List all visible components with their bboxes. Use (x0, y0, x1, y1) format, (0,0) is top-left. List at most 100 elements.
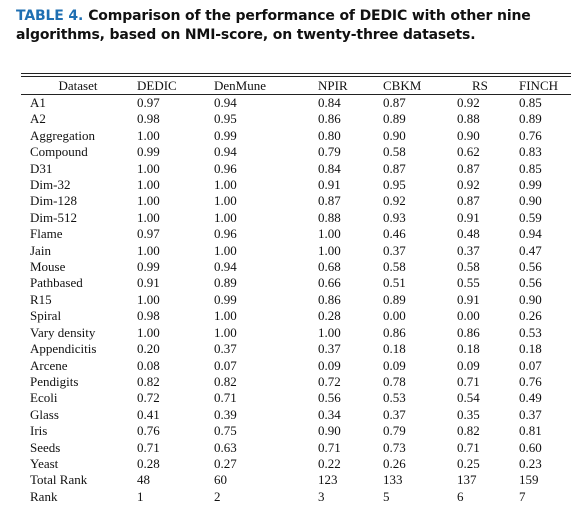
score-cell-denmune: 0.95 (214, 111, 237, 127)
score-cell-rs: 0.58 (457, 259, 480, 275)
table-header-row: Dataset DEDIC DenMune NPIR CBKM RS FINCH (21, 77, 571, 95)
score-cell-finch: 0.94 (519, 226, 542, 242)
score-cell-finch: 0.85 (519, 160, 542, 176)
score-cell-rs: 0.00 (457, 308, 480, 324)
score-cell-finch: 0.56 (519, 275, 542, 291)
score-cell-rs: 0.88 (457, 111, 480, 127)
table-caption-text: Comparison of the performance of DEDIC w… (16, 8, 531, 43)
score-cell-finch: 0.60 (519, 439, 542, 455)
table-row: Compound 0.99 0.94 0.79 0.58 0.62 0.83 (21, 144, 571, 160)
dataset-name-cell: Arcene (30, 357, 68, 373)
score-cell-dedic: 0.71 (137, 439, 160, 455)
score-cell-finch: 0.83 (519, 144, 542, 160)
score-cell-rs: 137 (457, 472, 477, 488)
score-cell-npir: 0.71 (318, 439, 341, 455)
score-cell-rs: 0.37 (457, 242, 480, 258)
table-row: Total Rank 48 60 123 133 137 159 (21, 472, 571, 488)
score-cell-cbkm: 0.00 (383, 308, 406, 324)
dataset-name-cell: Pathbased (30, 275, 83, 291)
dataset-name-cell: Iris (30, 423, 48, 439)
table-header: Dataset DEDIC DenMune NPIR CBKM RS FINCH (21, 77, 571, 95)
table-row: Pathbased 0.91 0.89 0.66 0.51 0.55 0.56 (21, 275, 571, 291)
score-cell-finch: 0.47 (519, 242, 542, 258)
score-cell-npir: 0.28 (318, 308, 341, 324)
dataset-name-cell: Compound (30, 144, 88, 160)
score-cell-cbkm: 0.58 (383, 144, 406, 160)
score-cell-cbkm: 0.92 (383, 193, 406, 209)
score-cell-finch: 0.99 (519, 177, 542, 193)
score-cell-npir: 1.00 (318, 226, 341, 242)
dataset-name-cell: Dim-512 (30, 209, 77, 225)
score-cell-finch: 0.07 (519, 357, 542, 373)
score-cell-dedic: 0.97 (137, 95, 160, 110)
score-cell-rs: 0.35 (457, 406, 480, 422)
dataset-name-cell: Dim-128 (30, 193, 77, 209)
score-cell-dedic: 0.28 (137, 455, 160, 471)
table-top-rule-double (21, 76, 571, 77)
score-cell-dedic: 48 (137, 472, 150, 488)
score-cell-cbkm: 0.86 (383, 324, 406, 340)
score-cell-finch: 0.90 (519, 193, 542, 209)
score-cell-denmune: 0.96 (214, 160, 237, 176)
score-cell-denmune: 60 (214, 472, 227, 488)
score-cell-dedic: 0.41 (137, 406, 160, 422)
score-cell-finch: 0.90 (519, 291, 542, 307)
score-cell-cbkm: 0.73 (383, 439, 406, 455)
score-cell-dedic: 1.00 (137, 127, 160, 143)
score-cell-denmune: 0.99 (214, 291, 237, 307)
column-header-dataset: Dataset (58, 78, 98, 93)
column-header-finch: FINCH (519, 78, 559, 93)
score-cell-cbkm: 0.26 (383, 455, 406, 471)
table-row: A2 0.98 0.95 0.86 0.89 0.88 0.89 (21, 111, 571, 127)
dataset-name-cell: R15 (30, 291, 52, 307)
score-cell-cbkm: 0.58 (383, 259, 406, 275)
score-cell-finch: 0.37 (519, 406, 542, 422)
dataset-name-cell: Vary density (30, 324, 96, 340)
score-cell-cbkm: 0.37 (383, 242, 406, 258)
score-cell-npir: 0.80 (318, 127, 341, 143)
score-cell-cbkm: 133 (383, 472, 403, 488)
score-cell-cbkm: 0.09 (383, 357, 406, 373)
score-cell-dedic: 1.00 (137, 324, 160, 340)
score-cell-denmune: 1.00 (214, 209, 237, 225)
score-cell-finch: 0.76 (519, 373, 542, 389)
score-cell-finch: 0.18 (519, 341, 542, 357)
score-cell-dedic: 1.00 (137, 209, 160, 225)
dataset-name-cell: Glass (30, 406, 59, 422)
score-cell-finch: 159 (519, 472, 539, 488)
score-cell-denmune: 0.99 (214, 127, 237, 143)
column-header-denmune: DenMune (214, 78, 266, 93)
score-cell-cbkm: 0.79 (383, 423, 406, 439)
score-cell-npir: 0.90 (318, 423, 341, 439)
table-row: A1 0.97 0.94 0.84 0.87 0.92 0.85 (21, 95, 571, 111)
score-cell-dedic: 0.99 (137, 144, 160, 160)
score-cell-rs: 0.18 (457, 341, 480, 357)
score-cell-dedic: 0.76 (137, 423, 160, 439)
score-cell-cbkm: 0.93 (383, 209, 406, 225)
score-cell-cbkm: 0.95 (383, 177, 406, 193)
score-cell-cbkm: 5 (383, 488, 390, 504)
score-cell-denmune: 2 (214, 488, 221, 504)
dataset-name-cell: Ecoli (30, 390, 58, 406)
table-row: Dim-512 1.00 1.00 0.88 0.93 0.91 0.59 (21, 210, 571, 226)
score-cell-denmune: 0.07 (214, 357, 237, 373)
table-row: Dim-128 1.00 1.00 0.87 0.92 0.87 0.90 (21, 193, 571, 209)
score-cell-rs: 0.92 (457, 95, 480, 110)
score-cell-rs: 0.90 (457, 127, 480, 143)
score-cell-npir: 1.00 (318, 324, 341, 340)
score-cell-cbkm: 0.51 (383, 275, 406, 291)
score-cell-dedic: 1.00 (137, 193, 160, 209)
score-cell-rs: 0.55 (457, 275, 480, 291)
score-cell-rs: 0.91 (457, 209, 480, 225)
score-cell-rs: 0.71 (457, 373, 480, 389)
score-cell-npir: 0.86 (318, 291, 341, 307)
score-cell-npir: 123 (318, 472, 338, 488)
dataset-name-cell: Mouse (30, 259, 66, 275)
dataset-name-cell: Flame (30, 226, 63, 242)
table-row: Yeast 0.28 0.27 0.22 0.26 0.25 0.23 (21, 456, 571, 472)
score-cell-rs: 0.92 (457, 177, 480, 193)
dataset-name-cell: Jain (30, 242, 51, 258)
score-cell-cbkm: 0.87 (383, 95, 406, 110)
score-cell-dedic: 0.72 (137, 390, 160, 406)
score-cell-finch: 7 (519, 488, 526, 504)
